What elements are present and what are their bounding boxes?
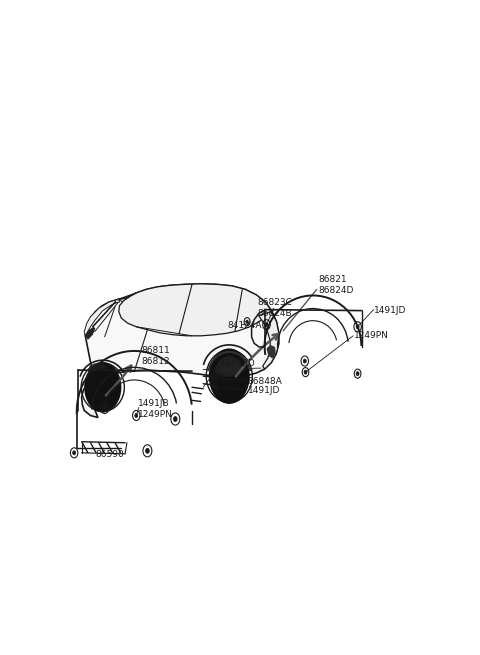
Polygon shape	[82, 284, 279, 417]
Text: 86823C
86824B: 86823C 86824B	[257, 298, 292, 318]
Text: 86821
86824D: 86821 86824D	[319, 275, 354, 295]
Wedge shape	[89, 369, 116, 387]
Polygon shape	[115, 299, 120, 303]
Text: 86848A: 86848A	[248, 377, 283, 386]
Wedge shape	[209, 348, 250, 404]
Circle shape	[213, 386, 216, 389]
Circle shape	[135, 413, 138, 417]
Circle shape	[303, 359, 306, 363]
Wedge shape	[215, 356, 244, 376]
Circle shape	[103, 405, 107, 410]
Text: 1491JD: 1491JD	[248, 386, 280, 395]
Circle shape	[265, 323, 268, 327]
Text: 84124A: 84124A	[228, 321, 262, 330]
Text: 86811
86812: 86811 86812	[142, 346, 170, 366]
Circle shape	[145, 448, 149, 453]
Circle shape	[173, 417, 177, 422]
Polygon shape	[259, 312, 279, 369]
Circle shape	[356, 325, 359, 329]
Text: 86590: 86590	[96, 450, 124, 459]
Polygon shape	[89, 362, 107, 372]
Wedge shape	[84, 362, 121, 413]
Polygon shape	[119, 284, 272, 336]
Circle shape	[213, 377, 216, 380]
Text: 1249BD: 1249BD	[220, 359, 256, 368]
Text: 1249PN: 1249PN	[354, 331, 389, 341]
Circle shape	[304, 370, 307, 374]
Polygon shape	[216, 367, 241, 377]
Circle shape	[356, 371, 359, 376]
Circle shape	[246, 320, 248, 323]
Text: 1491JB
1249PN: 1491JB 1249PN	[138, 399, 173, 419]
Circle shape	[72, 451, 76, 455]
Polygon shape	[84, 299, 119, 336]
Text: 1491JD: 1491JD	[374, 306, 407, 315]
Polygon shape	[85, 327, 96, 340]
Polygon shape	[266, 345, 276, 358]
